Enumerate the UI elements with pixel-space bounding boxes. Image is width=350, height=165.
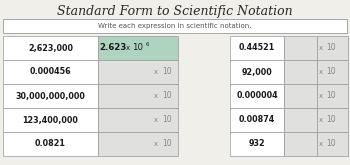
Bar — [317, 36, 348, 60]
Bar — [98, 36, 178, 60]
Text: x: x — [319, 142, 323, 148]
Text: x: x — [154, 69, 158, 76]
Text: x: x — [154, 94, 158, 99]
Text: 0.00874: 0.00874 — [239, 115, 275, 125]
Text: 2.623: 2.623 — [99, 44, 127, 52]
Bar — [284, 36, 317, 60]
Text: 6: 6 — [145, 42, 149, 47]
Bar — [98, 60, 178, 84]
Text: 10: 10 — [162, 92, 172, 100]
Text: 932: 932 — [249, 139, 265, 148]
Bar — [3, 60, 98, 84]
Text: 0.000004: 0.000004 — [236, 92, 278, 100]
Bar — [98, 108, 178, 132]
Text: x: x — [319, 94, 323, 99]
Text: x: x — [319, 46, 323, 51]
Bar — [284, 132, 317, 156]
Bar — [317, 60, 348, 84]
Text: x: x — [154, 117, 158, 123]
Text: 10: 10 — [326, 67, 336, 77]
Bar — [317, 84, 348, 108]
Text: 10: 10 — [326, 44, 336, 52]
Bar — [230, 132, 284, 156]
Bar — [317, 132, 348, 156]
Text: 0.44521: 0.44521 — [239, 44, 275, 52]
Text: Write each expression in scientific notation.: Write each expression in scientific nota… — [98, 23, 252, 29]
Text: 123,400,000: 123,400,000 — [22, 115, 78, 125]
Bar — [3, 108, 98, 132]
Bar — [98, 132, 178, 156]
Text: x: x — [319, 69, 323, 76]
Text: 92,000: 92,000 — [241, 67, 272, 77]
Bar — [230, 108, 284, 132]
Text: 10: 10 — [162, 67, 172, 77]
Bar — [230, 84, 284, 108]
Bar — [284, 60, 317, 84]
Bar — [230, 36, 284, 60]
Text: x: x — [126, 46, 130, 51]
Bar — [230, 60, 284, 84]
Text: 10: 10 — [162, 139, 172, 148]
Text: 10: 10 — [133, 44, 144, 52]
Bar — [98, 84, 178, 108]
Text: 10: 10 — [326, 115, 336, 125]
Text: x: x — [154, 142, 158, 148]
Bar — [3, 19, 347, 33]
Text: x: x — [319, 117, 323, 123]
Bar — [3, 132, 98, 156]
Bar — [284, 108, 317, 132]
Text: 10: 10 — [162, 115, 172, 125]
Bar — [284, 84, 317, 108]
Text: Standard Form to Scientific Notation: Standard Form to Scientific Notation — [57, 4, 293, 17]
Bar — [317, 108, 348, 132]
Bar — [3, 84, 98, 108]
Text: 2,623,000: 2,623,000 — [28, 44, 73, 52]
Bar — [3, 36, 98, 60]
Text: 0.0821: 0.0821 — [35, 139, 66, 148]
Text: 10: 10 — [326, 139, 336, 148]
Text: 10: 10 — [326, 92, 336, 100]
Text: 30,000,000,000: 30,000,000,000 — [15, 92, 85, 100]
Text: 0.000456: 0.000456 — [30, 67, 71, 77]
